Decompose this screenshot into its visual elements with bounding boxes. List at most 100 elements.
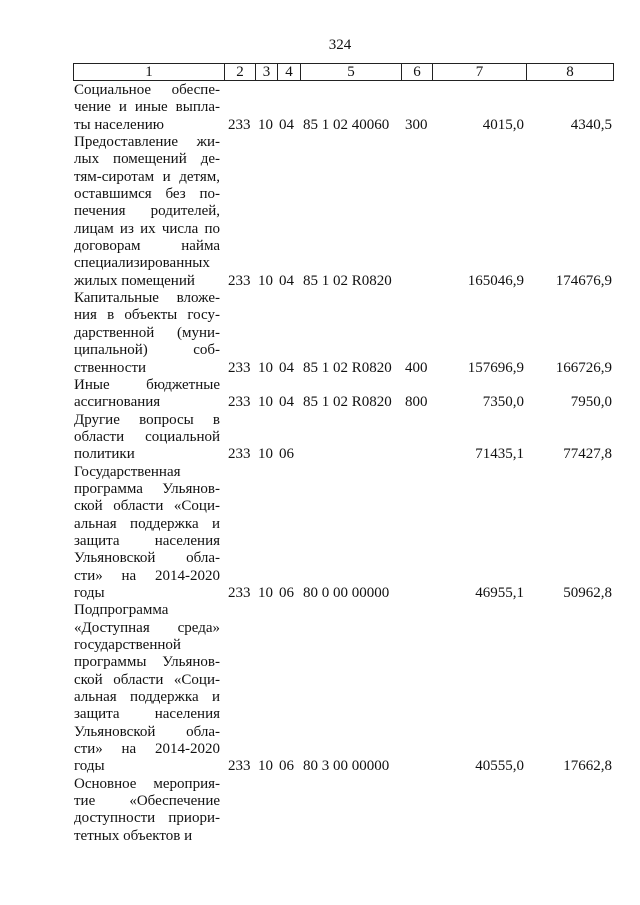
row-description-line: Ульяновской обла- xyxy=(74,550,220,567)
cell-c3: 10 xyxy=(258,446,273,463)
cell-c4: 04 xyxy=(279,359,294,376)
cell-c3: 10 xyxy=(258,584,273,601)
row-description-line: Государственная xyxy=(74,463,181,480)
cell-c4: 06 xyxy=(279,758,294,775)
table-row: Предоставление жи-лых помещений де-тям-с… xyxy=(74,134,614,290)
table-row: Иные бюджетные ассигнования 233 10 04 85 1 02… xyxy=(74,377,614,412)
row-description-line: ской области «Соци- xyxy=(74,498,220,515)
table-row: Капитальные вложе-ния в объекты госу-дар… xyxy=(74,290,614,377)
column-header-1: 1 xyxy=(74,64,225,80)
row-description-line: доступности приори- xyxy=(74,810,220,827)
row-values: 233 10 04 85 1 02 40060 300 4015,0 4340,5 xyxy=(74,117,614,134)
row-description-line: годы xyxy=(74,758,105,775)
row-description-line: тям-сиротам и детям, xyxy=(74,168,220,185)
cell-c4: 04 xyxy=(279,272,294,289)
row-description-line: ния в объекты госу- xyxy=(74,307,220,324)
cell-c3: 10 xyxy=(258,394,273,411)
row-description-line: оставшимся без по- xyxy=(74,186,220,203)
cell-c5: 85 1 02 R0820 xyxy=(303,394,392,411)
cell-c5: 85 1 02 R0820 xyxy=(303,272,392,289)
cell-c2: 233 xyxy=(228,394,251,411)
table-row: Социальное обеспе-чение и иные выпла-ты … xyxy=(74,82,614,134)
cell-c5: 80 0 00 00000 xyxy=(303,584,390,601)
row-values: 233 10 06 71435,1 77427,8 xyxy=(74,446,614,463)
row-description-line: Иные бюджетные xyxy=(74,376,220,393)
table-row: Основное мероприя-тие «Обеспечение доступ… xyxy=(74,776,614,845)
row-description-line: Капитальные вложе- xyxy=(74,290,220,307)
cell-c5: 85 1 02 R0820 xyxy=(303,359,392,376)
row-description-line: годы xyxy=(74,584,105,601)
cell-c3: 10 xyxy=(258,359,273,376)
row-values: 233 10 06 80 3 00 00000 40555,0 17662,8 xyxy=(74,758,614,775)
row-description-line: Ульяновской обла- xyxy=(74,723,220,740)
column-header-6: 6 xyxy=(402,64,433,80)
row-values: 233 10 06 80 0 00 00000 46955,1 50962,8 xyxy=(74,585,614,602)
row-description-line: чение и иные выпла- xyxy=(74,99,220,116)
cell-c8: 50962,8 xyxy=(563,584,612,601)
cell-c2: 233 xyxy=(228,758,251,775)
row-description-line: договорам найма xyxy=(74,238,220,255)
cell-c8: 174676,9 xyxy=(555,272,612,289)
cell-c8: 17662,8 xyxy=(563,758,612,775)
row-values: 233 10 04 85 1 02 R0820 165046,9 174676,9 xyxy=(74,273,614,290)
column-header-3: 3 xyxy=(256,64,278,80)
row-description-line: ственности xyxy=(74,359,147,376)
row-description-line: области социальной xyxy=(74,428,220,445)
column-header-5: 5 xyxy=(301,64,402,80)
row-description-line: «Доступная среда» xyxy=(74,619,220,636)
row-description-line: альная поддержка и xyxy=(74,689,220,706)
row-description-line: жилых помещений xyxy=(74,272,195,289)
table-row: Другие вопросы в области социальной полити… xyxy=(74,412,614,464)
column-header-2: 2 xyxy=(225,64,256,80)
row-description-line: Основное мероприя- xyxy=(74,775,220,792)
row-values: 233 10 04 85 1 02 R0820 400 157696,9 166726,9 xyxy=(74,360,614,377)
row-description-line: Подпрограмма xyxy=(74,602,169,619)
cell-c7: 157696,9 xyxy=(467,359,524,376)
cell-c7: 40555,0 xyxy=(475,758,524,775)
cell-c2: 233 xyxy=(228,584,251,601)
cell-c7: 4015,0 xyxy=(482,116,524,133)
row-description-line: специализированных xyxy=(74,255,210,272)
row-description-line: защита населения xyxy=(74,706,220,723)
cell-c8: 77427,8 xyxy=(563,446,612,463)
cell-c4: 06 xyxy=(279,446,294,463)
table-row: Государственная программа Ульянов-ской об… xyxy=(74,464,614,603)
row-description-line: Предоставление жи- xyxy=(74,134,220,151)
row-description-line: печения родителей, xyxy=(74,203,220,220)
row-description-line: ской области «Соци- xyxy=(74,671,220,688)
row-description-line: Социальное обеспе- xyxy=(74,82,220,98)
column-header-8: 8 xyxy=(566,64,574,80)
table-row: Подпрограмма «Доступная среда» государстве… xyxy=(74,602,614,775)
cell-c6: 800 xyxy=(405,394,428,411)
cell-c4: 04 xyxy=(279,394,294,411)
cell-c8: 7950,0 xyxy=(570,394,612,411)
cell-c4: 04 xyxy=(279,116,294,133)
row-description-line: дарственной (муни- xyxy=(74,324,220,341)
table-body: Социальное обеспе-чение и иные выпла-ты … xyxy=(74,82,614,845)
cell-c5: 80 3 00 00000 xyxy=(303,758,390,775)
cell-c2: 233 xyxy=(228,359,251,376)
cell-c3: 10 xyxy=(258,758,273,775)
row-description-line: программа Ульянов- xyxy=(74,480,220,497)
row-description-line: альная поддержка и xyxy=(74,515,220,532)
cell-c6: 300 xyxy=(405,116,428,133)
row-description-line: ассигнования xyxy=(74,394,161,411)
row-description-line: политики xyxy=(74,446,135,463)
row-description-line: лых помещений де- xyxy=(74,151,220,168)
row-description-line: тие «Обеспечение xyxy=(74,793,220,810)
row-description-line: сти» на 2014-2020 xyxy=(74,741,220,758)
row-description-line: сти» на 2014-2020 xyxy=(74,567,220,584)
column-header-4: 4 xyxy=(278,64,301,80)
cell-c6: 400 xyxy=(405,359,428,376)
row-description-line: программы Ульянов- xyxy=(74,654,220,671)
row-values xyxy=(74,828,614,845)
cell-c7: 71435,1 xyxy=(475,446,524,463)
cell-c3: 10 xyxy=(258,116,273,133)
column-header-7: 7 xyxy=(433,64,527,80)
row-description-line: защита населения xyxy=(74,532,220,549)
cell-c3: 10 xyxy=(258,272,273,289)
table-header: 1 2 3 4 5 6 7 8 xyxy=(73,63,614,81)
row-description-line: лицам из их числа по xyxy=(74,220,220,237)
row-description-line: Другие вопросы в xyxy=(74,411,220,428)
cell-c8: 4340,5 xyxy=(570,116,612,133)
